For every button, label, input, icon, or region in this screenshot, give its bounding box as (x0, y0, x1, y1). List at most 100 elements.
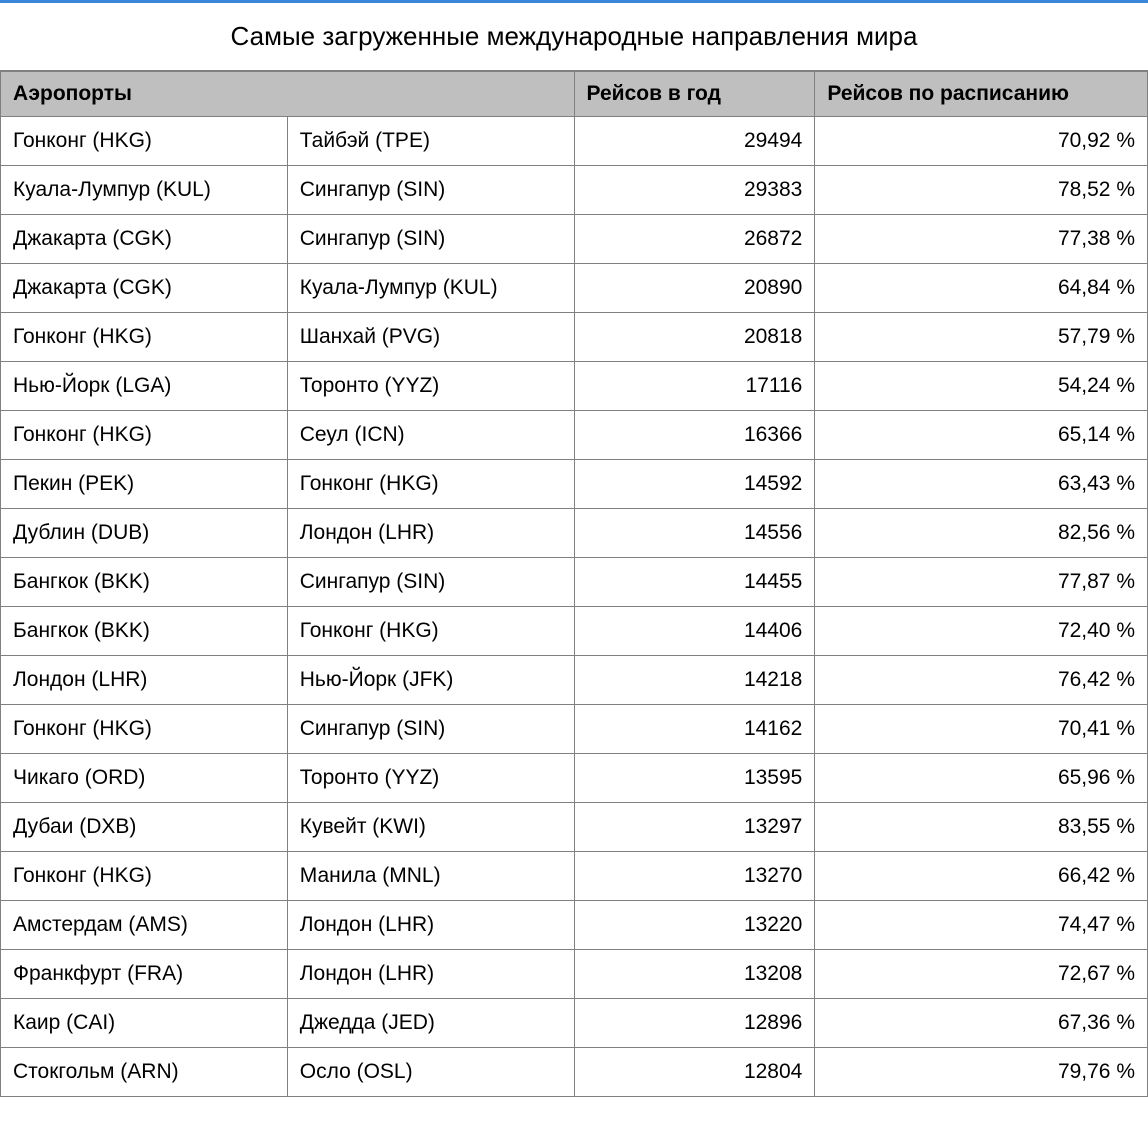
cell-ontime: 78,52 % (815, 166, 1148, 215)
cell-flights: 14455 (574, 558, 815, 607)
cell-to: Сингапур (SIN) (287, 558, 574, 607)
cell-ontime: 72,67 % (815, 950, 1148, 999)
cell-to: Сингапур (SIN) (287, 166, 574, 215)
cell-to: Джедда (JED) (287, 999, 574, 1048)
col-header-flights: Рейсов в год (574, 71, 815, 117)
cell-ontime: 79,76 % (815, 1048, 1148, 1097)
cell-ontime: 72,40 % (815, 607, 1148, 656)
cell-ontime: 77,38 % (815, 215, 1148, 264)
table-row: Гонконг (HKG)Манила (MNL)1327066,42 % (1, 852, 1148, 901)
table-row: Джакарта (CGK)Куала-Лумпур (KUL)2089064,… (1, 264, 1148, 313)
cell-ontime: 66,42 % (815, 852, 1148, 901)
cell-ontime: 65,96 % (815, 754, 1148, 803)
cell-from: Джакарта (CGK) (1, 215, 288, 264)
cell-ontime: 74,47 % (815, 901, 1148, 950)
cell-from: Нью-Йорк (LGA) (1, 362, 288, 411)
cell-to: Торонто (YYZ) (287, 754, 574, 803)
table-row: Франкфурт (FRA)Лондон (LHR)1320872,67 % (1, 950, 1148, 999)
cell-from: Джакарта (CGK) (1, 264, 288, 313)
col-header-ontime: Рейсов по расписанию (815, 71, 1148, 117)
cell-from: Дубаи (DXB) (1, 803, 288, 852)
cell-ontime: 67,36 % (815, 999, 1148, 1048)
cell-to: Сеул (ICN) (287, 411, 574, 460)
cell-from: Амстердам (AMS) (1, 901, 288, 950)
cell-to: Кувейт (KWI) (287, 803, 574, 852)
cell-from: Лондон (LHR) (1, 656, 288, 705)
cell-from: Гонконг (HKG) (1, 117, 288, 166)
page-container: Самые загруженные международные направле… (0, 0, 1148, 1097)
cell-to: Манила (MNL) (287, 852, 574, 901)
cell-to: Гонконг (HKG) (287, 460, 574, 509)
table-row: Гонконг (HKG)Сеул (ICN)1636665,14 % (1, 411, 1148, 460)
cell-flights: 26872 (574, 215, 815, 264)
cell-to: Сингапур (SIN) (287, 705, 574, 754)
cell-flights: 20890 (574, 264, 815, 313)
cell-flights: 12804 (574, 1048, 815, 1097)
cell-ontime: 77,87 % (815, 558, 1148, 607)
cell-from: Франкфурт (FRA) (1, 950, 288, 999)
cell-ontime: 83,55 % (815, 803, 1148, 852)
cell-flights: 20818 (574, 313, 815, 362)
cell-from: Стокгольм (ARN) (1, 1048, 288, 1097)
cell-ontime: 82,56 % (815, 509, 1148, 558)
cell-ontime: 54,24 % (815, 362, 1148, 411)
cell-flights: 12896 (574, 999, 815, 1048)
cell-from: Дублин (DUB) (1, 509, 288, 558)
table-row: Стокгольм (ARN)Осло (OSL)1280479,76 % (1, 1048, 1148, 1097)
table-row: Каир (CAI)Джедда (JED)1289667,36 % (1, 999, 1148, 1048)
cell-to: Тайбэй (TPE) (287, 117, 574, 166)
cell-to: Шанхай (PVG) (287, 313, 574, 362)
cell-from: Пекин (PEK) (1, 460, 288, 509)
table-row: Дублин (DUB)Лондон (LHR)1455682,56 % (1, 509, 1148, 558)
cell-from: Каир (CAI) (1, 999, 288, 1048)
table-row: Чикаго (ORD)Торонто (YYZ)1359565,96 % (1, 754, 1148, 803)
table-row: Куала-Лумпур (KUL)Сингапур (SIN)2938378,… (1, 166, 1148, 215)
cell-to: Осло (OSL) (287, 1048, 574, 1097)
cell-to: Сингапур (SIN) (287, 215, 574, 264)
cell-ontime: 64,84 % (815, 264, 1148, 313)
table-row: Джакарта (CGK)Сингапур (SIN)2687277,38 % (1, 215, 1148, 264)
cell-flights: 13297 (574, 803, 815, 852)
table-row: Гонконг (HKG)Сингапур (SIN)1416270,41 % (1, 705, 1148, 754)
table-row: Пекин (PEK)Гонконг (HKG)1459263,43 % (1, 460, 1148, 509)
table-header-row: Аэропорты Рейсов в год Рейсов по расписа… (1, 71, 1148, 117)
table-row: Гонконг (HKG)Тайбэй (TPE)2949470,92 % (1, 117, 1148, 166)
table-row: Бангкок (BKK)Сингапур (SIN)1445577,87 % (1, 558, 1148, 607)
cell-to: Лондон (LHR) (287, 901, 574, 950)
cell-to: Торонто (YYZ) (287, 362, 574, 411)
cell-ontime: 76,42 % (815, 656, 1148, 705)
table-row: Лондон (LHR)Нью-Йорк (JFK)1421876,42 % (1, 656, 1148, 705)
cell-flights: 29383 (574, 166, 815, 215)
cell-from: Бангкок (BKK) (1, 607, 288, 656)
cell-flights: 13220 (574, 901, 815, 950)
cell-to: Нью-Йорк (JFK) (287, 656, 574, 705)
table-row: Дубаи (DXB)Кувейт (KWI)1329783,55 % (1, 803, 1148, 852)
cell-flights: 14592 (574, 460, 815, 509)
cell-flights: 17116 (574, 362, 815, 411)
cell-flights: 14556 (574, 509, 815, 558)
cell-flights: 13595 (574, 754, 815, 803)
cell-from: Гонконг (HKG) (1, 852, 288, 901)
col-header-airports: Аэропорты (1, 71, 575, 117)
cell-ontime: 70,41 % (815, 705, 1148, 754)
cell-to: Гонконг (HKG) (287, 607, 574, 656)
page-title: Самые загруженные международные направле… (0, 3, 1148, 70)
cell-to: Лондон (LHR) (287, 509, 574, 558)
cell-to: Куала-Лумпур (KUL) (287, 264, 574, 313)
cell-flights: 14162 (574, 705, 815, 754)
cell-flights: 13270 (574, 852, 815, 901)
table-row: Бангкок (BKK)Гонконг (HKG)1440672,40 % (1, 607, 1148, 656)
table-row: Нью-Йорк (LGA)Торонто (YYZ)1711654,24 % (1, 362, 1148, 411)
cell-from: Куала-Лумпур (KUL) (1, 166, 288, 215)
cell-flights: 29494 (574, 117, 815, 166)
table-row: Амстердам (AMS)Лондон (LHR)1322074,47 % (1, 901, 1148, 950)
cell-ontime: 70,92 % (815, 117, 1148, 166)
routes-table: Аэропорты Рейсов в год Рейсов по расписа… (0, 70, 1148, 1097)
cell-to: Лондон (LHR) (287, 950, 574, 999)
table-row: Гонконг (HKG)Шанхай (PVG)2081857,79 % (1, 313, 1148, 362)
table-body: Гонконг (HKG)Тайбэй (TPE)2949470,92 %Куа… (1, 117, 1148, 1097)
cell-ontime: 63,43 % (815, 460, 1148, 509)
cell-from: Гонконг (HKG) (1, 705, 288, 754)
cell-from: Чикаго (ORD) (1, 754, 288, 803)
cell-flights: 14218 (574, 656, 815, 705)
